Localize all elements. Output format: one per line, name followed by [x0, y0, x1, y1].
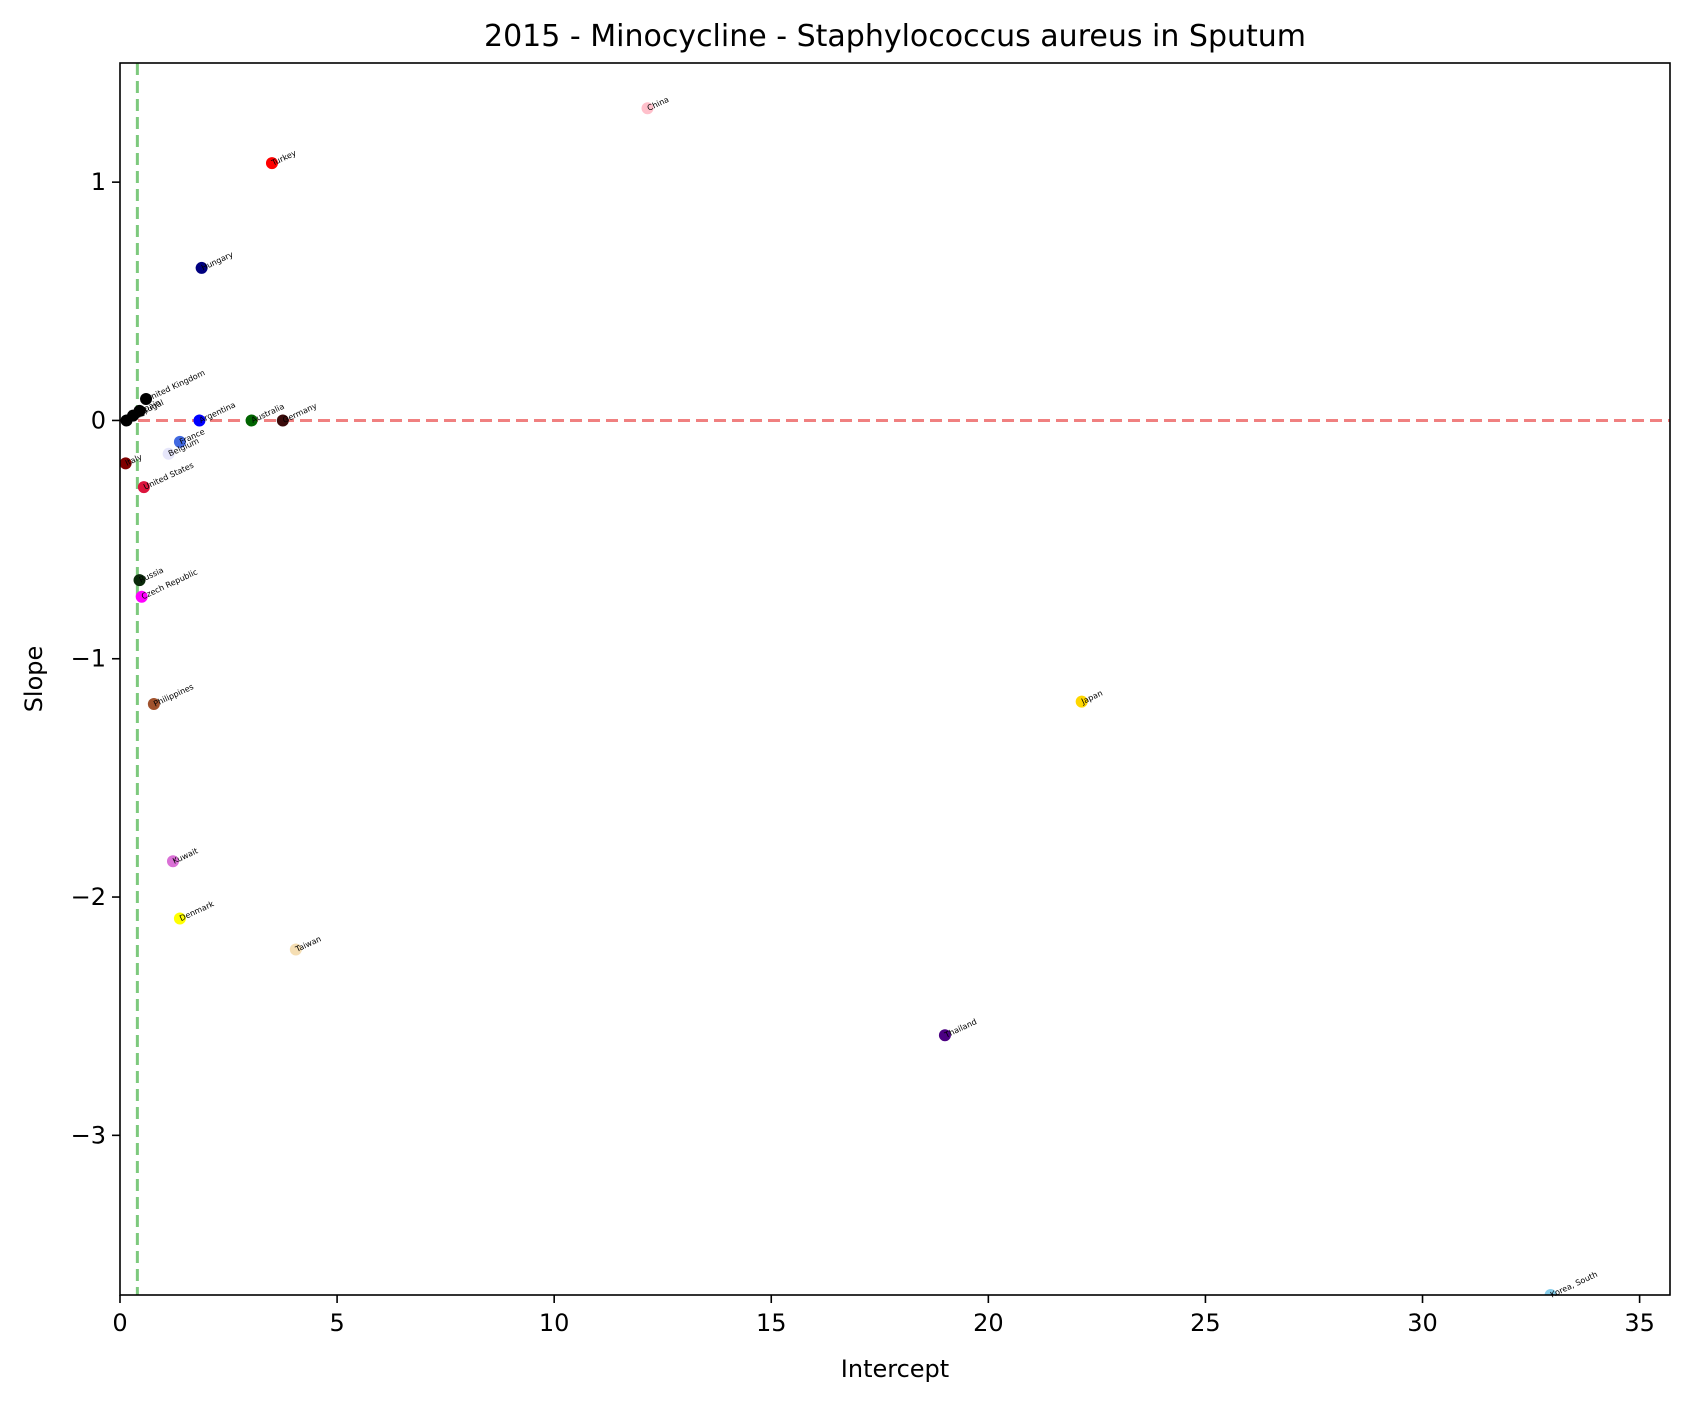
data-point — [173, 435, 186, 448]
data-point — [1075, 695, 1088, 708]
x-axis-ticks: 0 5 10 15 20 25 30 35 — [112, 1295, 1655, 1337]
x-axis-label: Intercept — [841, 1355, 949, 1383]
data-point — [133, 574, 146, 587]
y-axis-label: Slope — [20, 646, 48, 713]
data-point — [193, 414, 206, 427]
plot-frame — [119, 62, 1671, 1296]
x-tick-label: 20 — [973, 1309, 1004, 1337]
data-point-label: Denmark — [178, 899, 215, 923]
data-point-label: United Kingdom — [144, 368, 206, 403]
x-tick-label: 25 — [1190, 1309, 1221, 1337]
x-tick-label: 0 — [112, 1309, 127, 1337]
data-point-label: Kuwait — [171, 846, 199, 865]
data-point-label: Germany — [281, 401, 318, 425]
data-point — [276, 414, 289, 427]
data-point — [1544, 1289, 1557, 1295]
y-tick-label: −1 — [71, 645, 106, 673]
data-point-label: United States — [142, 461, 195, 492]
x-tick-label: 15 — [756, 1309, 787, 1337]
chart-title: 2015 - Minocycline - Staphylococcus aure… — [484, 19, 1306, 54]
data-point — [140, 393, 153, 405]
data-point — [147, 698, 160, 711]
data-point — [641, 102, 654, 115]
data-point — [166, 855, 179, 868]
x-tick-label: 35 — [1624, 1309, 1655, 1337]
data-point — [245, 414, 258, 427]
data-point — [135, 590, 148, 603]
data-point — [195, 261, 208, 274]
data-point — [137, 481, 150, 494]
data-point-label: Taiwan — [293, 934, 322, 954]
y-tick-label: 1 — [91, 168, 106, 196]
x-tick-label: 5 — [329, 1309, 344, 1337]
data-point-label: Thailand — [942, 1017, 978, 1040]
data-point — [289, 943, 302, 956]
data-point — [120, 457, 132, 470]
data-point — [162, 447, 175, 460]
data-point-label: Turkey — [269, 148, 298, 168]
data-point — [120, 414, 133, 427]
y-tick-label: −3 — [71, 1121, 106, 1149]
data-point — [265, 157, 278, 170]
x-tick-label: 10 — [539, 1309, 570, 1337]
x-tick-label: 30 — [1407, 1309, 1438, 1337]
data-point-label: China — [646, 95, 671, 113]
reference-lines — [120, 63, 1670, 1295]
data-points — [120, 102, 1557, 1295]
data-point-label: Philippines — [152, 682, 195, 708]
y-axis-ticks: 1 0 −1 −2 −3 — [71, 168, 120, 1149]
data-point-label: Russia — [138, 566, 165, 585]
data-point-label: Japan — [1079, 689, 1104, 707]
data-point-label: Hungary — [200, 250, 235, 273]
data-point — [173, 912, 186, 925]
data-point-label: Italy — [124, 452, 144, 468]
y-tick-label: 0 — [91, 406, 106, 434]
y-tick-label: −2 — [71, 883, 106, 911]
data-point — [938, 1029, 951, 1042]
